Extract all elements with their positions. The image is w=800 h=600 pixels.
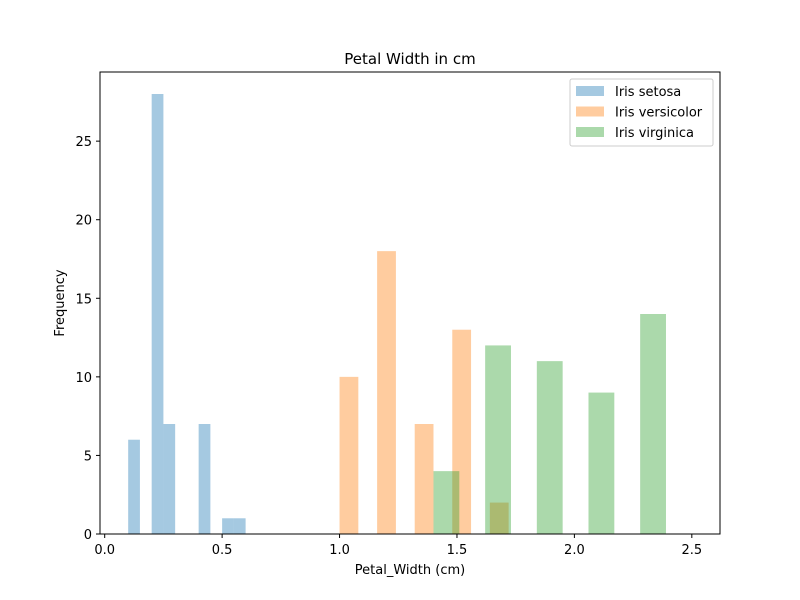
x-tick-label: 2.5 [681, 543, 702, 558]
series-iris-virginica [433, 314, 666, 534]
x-tick-label: 2.0 [564, 543, 585, 558]
plot-frame [99, 71, 721, 535]
bar-iris-virginica [433, 471, 460, 534]
bar-iris-versicolor [377, 251, 396, 534]
legend-swatch-iris-versicolor [576, 106, 604, 117]
legend-label-iris-virginica: Iris virginica [615, 126, 694, 141]
bar-iris-setosa [198, 424, 211, 534]
bar-iris-setosa [128, 439, 140, 534]
series-iris-versicolor [339, 251, 509, 534]
axis-ticks: 0.0 0.5 1.0 1.5 2.0 2.5 0 5 10 15 20 25 [75, 135, 702, 558]
bar-iris-virginica [588, 392, 615, 534]
legend-box [569, 78, 714, 147]
legend-swatch-iris-virginica [576, 127, 604, 137]
bars-layer [128, 94, 666, 534]
bar-iris-setosa [222, 518, 234, 534]
bar-iris-versicolor [414, 424, 434, 534]
x-tick-label: 1.0 [329, 543, 350, 558]
y-tick-label: 20 [75, 214, 92, 229]
x-tick-label: 1.5 [447, 543, 468, 558]
legend-swatch-iris-setosa [576, 86, 604, 96]
bar-iris-virginica [640, 314, 666, 534]
bar-iris-setosa [163, 424, 176, 534]
y-axis-label: Frequency [53, 269, 68, 336]
legend-label-iris-setosa: Iris setosa [615, 85, 681, 100]
legend-label-iris-versicolor: Iris versicolor [615, 106, 703, 121]
bar-iris-versicolor [452, 329, 472, 534]
y-tick-label: 15 [75, 292, 92, 307]
y-tick-label: 0 [84, 528, 92, 543]
bar-iris-versicolor [489, 502, 509, 534]
bar-iris-setosa [151, 94, 164, 534]
bar-iris-virginica [485, 345, 511, 534]
y-tick-label: 10 [75, 371, 92, 386]
plot-area [100, 72, 720, 534]
series-iris-setosa [128, 94, 246, 534]
chart-title: Petal Width in cm [344, 50, 475, 68]
x-tick-label: 0.0 [94, 543, 115, 558]
bar-iris-virginica [536, 361, 563, 534]
y-tick-label: 5 [84, 449, 92, 464]
legend-entries: Iris setosa Iris versicolor Iris virginica [576, 85, 703, 141]
bar-iris-setosa [233, 518, 246, 534]
bar-iris-versicolor [339, 376, 359, 534]
x-tick-label: 0.5 [212, 543, 233, 558]
x-axis-label: Petal_Width (cm) [355, 563, 465, 578]
legend: Iris setosa Iris versicolor Iris virginica [569, 78, 714, 147]
y-tick-label: 25 [75, 135, 92, 150]
